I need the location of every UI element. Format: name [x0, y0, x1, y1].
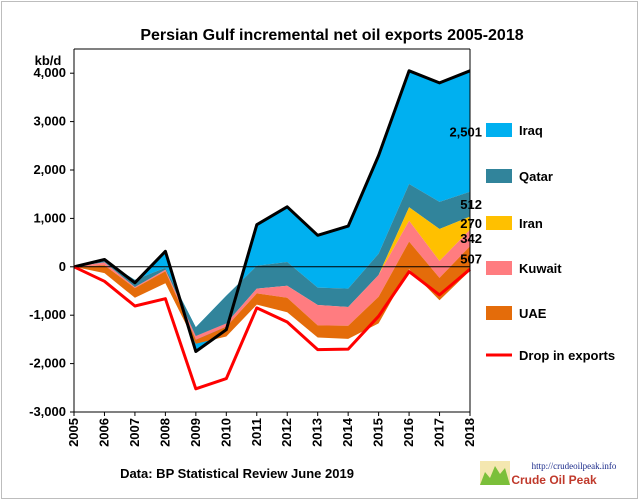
legend-swatch-kuwait — [486, 261, 512, 275]
y-tick-label: -3,000 — [29, 404, 66, 419]
series-lines — [73, 69, 471, 391]
legend-label-drop: Drop in exports — [519, 348, 615, 363]
stacked-areas — [74, 70, 470, 352]
x-tick-label: 2011 — [249, 418, 264, 446]
area-qatar — [74, 184, 470, 336]
axes — [73, 48, 471, 413]
legend-swatch-iraq — [486, 123, 512, 137]
legend-swatch-uae — [486, 306, 512, 320]
legend: Iraq Qatar Iran Kuwait UAE Drop in exports — [486, 123, 615, 363]
logo-peak-shape — [480, 466, 510, 485]
x-tick-label: 2016 — [401, 418, 416, 447]
value-label-uae: 507 — [460, 251, 482, 266]
y-tick-label: -2,000 — [29, 356, 66, 371]
x-axis-ticks: 2005 2006 2007 2008 2009 2010 2011 2012 2013 2014… — [66, 412, 477, 447]
y-axis-ticks: -3,000 -2,000 -1,000 0 1,000 2,000 3,000 4,000 — [29, 65, 74, 419]
x-tick-label: 2005 — [66, 418, 81, 447]
x-tick-label: 2018 — [462, 418, 477, 447]
net-total-line — [73, 69, 471, 353]
x-tick-label: 2012 — [279, 418, 294, 447]
x-tick-label: 2009 — [188, 418, 203, 447]
crude-oil-peak-logo: http://crudeoilpeak.info Crude Oil Peak — [480, 461, 617, 487]
value-label-iran: 270 — [460, 216, 482, 231]
x-tick-label: 2010 — [218, 418, 233, 447]
value-label-iraq: 2,501 — [449, 124, 482, 139]
x-tick-label: 2017 — [432, 418, 447, 447]
y-tick-label: 1,000 — [33, 210, 66, 225]
y-tick-label: -1,000 — [29, 307, 66, 322]
logo-url: http://crudeoilpeak.info — [532, 461, 617, 471]
legend-label-iraq: Iraq — [519, 123, 543, 138]
value-label-qatar: 512 — [460, 197, 482, 212]
source-note: Data: BP Statistical Review June 2019 — [120, 466, 354, 481]
x-tick-label: 2008 — [157, 418, 172, 447]
x-tick-label: 2013 — [310, 418, 325, 447]
x-tick-label: 2015 — [371, 418, 386, 447]
legend-swatch-iran — [486, 216, 512, 230]
legend-label-iran: Iran — [519, 216, 543, 231]
drop-in-exports-line — [73, 265, 471, 391]
chart-title: Persian Gulf incremental net oil exports… — [140, 27, 523, 44]
y-axis-unit-label: kb/d — [35, 53, 62, 68]
legend-label-kuwait: Kuwait — [519, 261, 562, 276]
x-tick-label: 2006 — [96, 418, 111, 447]
legend-label-uae: UAE — [519, 306, 547, 321]
y-tick-label: 4,000 — [33, 65, 66, 80]
logo-name: Crude Oil Peak — [511, 473, 597, 487]
x-tick-label: 2007 — [127, 418, 142, 447]
value-label-kuwait: 342 — [460, 231, 482, 246]
legend-swatch-qatar — [486, 169, 512, 183]
y-tick-label: 2,000 — [33, 162, 66, 177]
y-tick-label: 0 — [59, 259, 66, 274]
x-tick-label: 2014 — [340, 417, 355, 447]
y-tick-label: 3,000 — [33, 114, 66, 129]
legend-label-qatar: Qatar — [519, 169, 553, 184]
area-uae — [74, 241, 470, 344]
